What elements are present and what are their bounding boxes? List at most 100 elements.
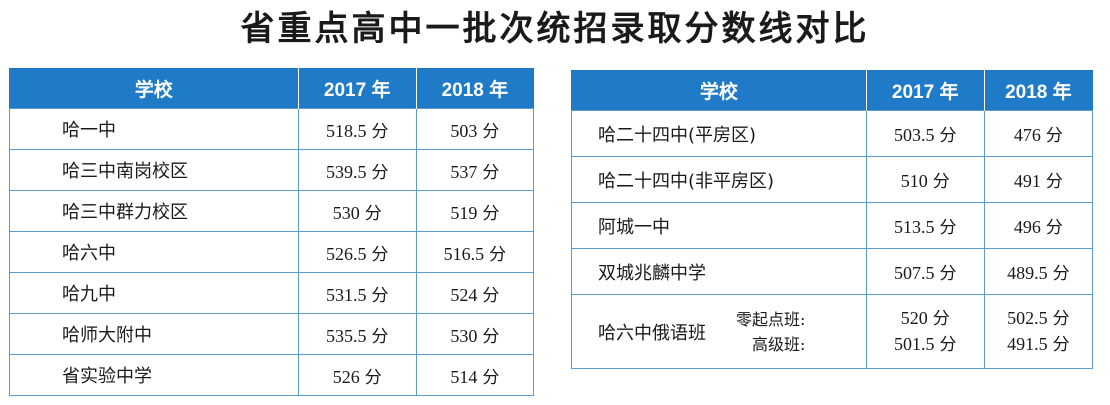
table-row: 哈九中 531.5 分 524 分 [9, 272, 535, 314]
score-2018-cell: 476 分 [983, 110, 1094, 157]
unit-label: 分 [1052, 334, 1070, 355]
unit-label: 分 [939, 334, 957, 355]
score-2017-cell: 539.5 分 [297, 149, 417, 191]
unit-label: 分 [371, 326, 389, 347]
score-value: 526.5 [325, 243, 367, 264]
score-value: 531.5 [325, 284, 367, 305]
table-row: 阿城一中 513.5 分 496 分 [571, 202, 1094, 249]
col-header-2018: 2018 年 [983, 70, 1093, 111]
table-row: 哈三中南岗校区 539.5 分 537 分 [9, 149, 535, 191]
score-value: 507.5 [893, 263, 935, 283]
school-cell: 双城兆麟中学 [571, 248, 867, 295]
left-header-row: 学校 2017 年 2018 年 [9, 68, 534, 109]
sub-class-label: 零起点班: [736, 309, 806, 329]
score-value: 489.5 [1007, 263, 1048, 283]
school-name: 哈六中 [62, 243, 116, 264]
school-cell: 哈三中南岗校区 [9, 149, 299, 191]
page-title: 省重点高中一批次统招录取分数线对比 [240, 9, 870, 49]
col-header-school: 学校 [571, 70, 867, 111]
score-value: 519 [450, 202, 478, 223]
table-row: 哈六中 526.5 分 516.5 分 [9, 231, 535, 273]
score-value: 514 [450, 366, 478, 387]
score-2018-cell: 530 分 [415, 313, 535, 355]
score-2017-cell: 526 分 [297, 354, 417, 396]
school-cell: 省实验中学 [9, 354, 299, 396]
score-2017-cell: 510 分 [865, 156, 985, 203]
unit-label: 分 [932, 308, 950, 329]
school-cell: 哈二十四中(非平房区) [571, 156, 867, 203]
school-name: 哈九中 [62, 284, 116, 305]
table-row: 哈一中 518.5 分 503 分 [9, 108, 535, 150]
score-value: 496 [1013, 217, 1041, 237]
table-row: 哈师大附中 535.5 分 530 分 [9, 313, 535, 355]
unit-label: 分 [482, 367, 500, 388]
score-value: 537 [450, 161, 478, 182]
score-value: 524 [450, 284, 478, 305]
unit-label: 分 [482, 285, 500, 306]
score-value: 530 [332, 202, 360, 223]
school-name: 省实验中学 [62, 366, 152, 387]
score-2017-cell: 513.5 分 [865, 202, 985, 249]
table-row: 双城兆麟中学 507.5 分 489.5 分 [571, 248, 1094, 295]
school-cell: 阿城一中 [571, 202, 867, 249]
score-2018-cell: 489.5 分 [983, 248, 1094, 295]
unit-label: 分 [939, 218, 957, 238]
unit-label: 分 [1052, 308, 1070, 329]
score-value: 503.5 [893, 125, 935, 145]
unit-label: 分 [364, 367, 382, 388]
col-header-2017: 2017 年 [865, 70, 985, 111]
score-value: 539.5 [325, 161, 367, 182]
school-cell: 哈三中群力校区 [9, 190, 299, 232]
unit-label: 分 [371, 162, 389, 183]
unit-label: 分 [939, 126, 957, 146]
sub-class-label: 高级班: [752, 334, 806, 354]
score-2017-cell: 535.5 分 [297, 313, 417, 355]
school-name: 哈三中群力校区 [62, 202, 188, 223]
school-name: 哈一中 [62, 120, 116, 141]
unit-label: 分 [939, 264, 957, 284]
unit-label: 分 [1045, 126, 1063, 146]
col-header-school: 学校 [9, 68, 299, 109]
score-value: 516.5 [443, 243, 485, 264]
score-2017-cell: 531.5 分 [297, 272, 417, 314]
score-value: 491.5 [1007, 333, 1048, 354]
unit-label: 分 [482, 162, 500, 183]
school-name: 哈二十四中(非平房区) [598, 170, 775, 192]
left-score-table: 学校 2017 年 2018 年 哈一中 518.5 分 503 分哈三中南岗校区 539… [9, 68, 535, 396]
unit-label: 分 [489, 244, 507, 265]
score-value: 518.5 [325, 120, 367, 141]
school-cell: 哈二十四中(平房区) [571, 110, 867, 157]
school-cell: 哈六中 [9, 231, 299, 273]
school-name: 哈二十四中(平房区) [598, 124, 757, 146]
table-row: 省实验中学 526 分 514 分 [9, 354, 535, 396]
unit-label: 分 [371, 121, 389, 142]
score-2018-cell: 537 分 [415, 149, 535, 191]
score-value: 535.5 [325, 325, 367, 346]
unit-label: 分 [482, 203, 500, 224]
right-header-row: 学校 2017 年 2018 年 [571, 70, 1093, 111]
right-score-table: 学校 2017 年 2018 年 哈二十四中(平房区) 503.5 分 476 分哈二十… [571, 70, 1094, 369]
score-value: 513.5 [893, 217, 935, 237]
unit-label: 分 [371, 244, 389, 265]
score-value: 530 [450, 325, 478, 346]
unit-label: 分 [364, 203, 382, 224]
score-2017-cell: 518.5 分 [297, 108, 417, 150]
score-2017-cell: 530 分 [297, 190, 417, 232]
score-2017-cell: 520 分 501.5 分 [865, 294, 985, 369]
score-2018-cell: 514 分 [415, 354, 535, 396]
school-name: 哈六中俄语班 [598, 322, 706, 344]
score-value: 491 [1013, 171, 1041, 191]
score-2017-cell: 526.5 分 [297, 231, 417, 273]
table-row: 哈二十四中(非平房区) 510 分 491 分 [571, 156, 1094, 203]
score-2018-cell: 519 分 [415, 190, 535, 232]
table-row: 哈六中俄语班 零起点班: 高级班: 520 分 501.5 分 502.5 分 491… [571, 294, 1094, 369]
unit-label: 分 [1045, 218, 1063, 238]
col-header-2017: 2017 年 [297, 68, 417, 109]
school-cell: 哈师大附中 [9, 313, 299, 355]
table-row: 哈二十四中(平房区) 503.5 分 476 分 [571, 110, 1094, 157]
table-row: 哈三中群力校区 530 分 519 分 [9, 190, 535, 232]
unit-label: 分 [371, 285, 389, 306]
unit-label: 分 [932, 172, 950, 192]
score-2018-cell: 524 分 [415, 272, 535, 314]
school-name: 哈三中南岗校区 [62, 161, 188, 182]
